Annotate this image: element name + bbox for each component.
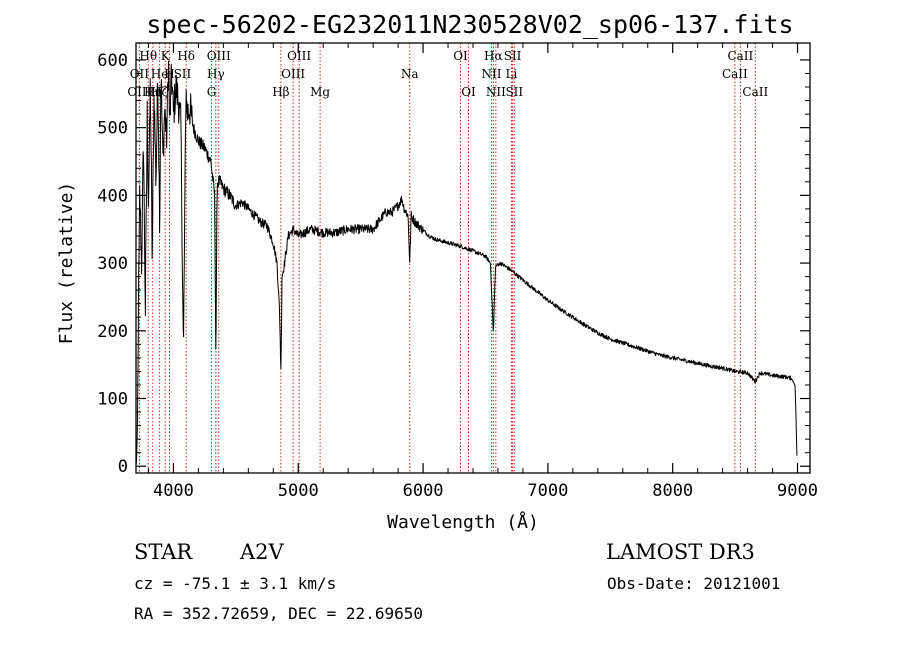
x-tick-label: 8000 bbox=[652, 481, 693, 501]
line-label: OIII bbox=[281, 67, 305, 81]
x-tick-label: 5000 bbox=[278, 481, 319, 501]
line-label: Hθ bbox=[139, 49, 157, 63]
line-label: K bbox=[161, 49, 171, 63]
line-label: Li bbox=[506, 67, 518, 81]
line-label: NII bbox=[486, 85, 506, 99]
line-label: G bbox=[207, 85, 217, 99]
line-label: CaII bbox=[727, 49, 753, 63]
axes: 4000 5000 6000 7000 8000 9000 0 100 200 300 400 500… bbox=[97, 43, 818, 501]
x-tick-label: 7000 bbox=[527, 481, 568, 501]
line-label: He bbox=[151, 67, 169, 81]
spectrum-series bbox=[135, 60, 798, 466]
redshift-velocity: cz = -75.1 ± 3.1 km/s bbox=[134, 574, 337, 593]
object-subclass: A2V bbox=[240, 540, 284, 564]
line-label: Hβ bbox=[272, 85, 289, 99]
line-label: OII bbox=[130, 67, 150, 81]
line-label: NII bbox=[481, 67, 501, 81]
line-label: CaII bbox=[742, 85, 768, 99]
line-label: Na bbox=[401, 67, 419, 81]
y-tick-label: 600 bbox=[97, 51, 128, 71]
line-label: Hζ bbox=[151, 85, 168, 99]
line-label: SII bbox=[505, 85, 523, 99]
y-axis-label: Flux (relative) bbox=[56, 182, 77, 345]
survey-name: LAMOST DR3 bbox=[606, 540, 755, 564]
y-tick-label: 0 bbox=[118, 457, 128, 477]
spectrum-line bbox=[135, 60, 798, 466]
x-tick-label: 9000 bbox=[777, 481, 818, 501]
line-label: H bbox=[164, 67, 174, 81]
y-tick-label: 300 bbox=[97, 254, 128, 274]
line-label: Mg bbox=[310, 85, 330, 99]
line-label: Hγ bbox=[207, 67, 225, 81]
observation-date: Obs-Date: 20121001 bbox=[607, 574, 781, 593]
coordinates: RA = 352.72659, DEC = 22.69650 bbox=[134, 604, 423, 623]
y-tick-label: 100 bbox=[97, 390, 128, 410]
plot-frame bbox=[135, 42, 811, 474]
y-tick-label: 500 bbox=[97, 119, 128, 139]
object-class: STAR bbox=[134, 540, 193, 564]
line-label: OIII bbox=[207, 49, 231, 63]
line-label: Hα bbox=[484, 49, 503, 63]
line-label: OIII bbox=[127, 85, 151, 99]
line-label: SII bbox=[504, 49, 522, 63]
y-tick-label: 200 bbox=[97, 322, 128, 342]
chart-title: spec-56202-EG232011N230528V02_sp06-137.f… bbox=[146, 10, 794, 39]
y-tick-label: 400 bbox=[97, 186, 128, 206]
line-label: CaII bbox=[722, 67, 748, 81]
emission-line-markers bbox=[138, 43, 756, 473]
x-tick-label: 6000 bbox=[403, 481, 444, 501]
x-tick-label: 4000 bbox=[153, 481, 194, 501]
line-label: OI bbox=[453, 49, 468, 63]
line-label: SII bbox=[174, 67, 192, 81]
line-label: Hδ bbox=[177, 49, 195, 63]
line-label: OI bbox=[461, 85, 476, 99]
x-axis-label: Wavelength (Å) bbox=[387, 511, 539, 533]
line-label: OIII bbox=[287, 49, 311, 63]
